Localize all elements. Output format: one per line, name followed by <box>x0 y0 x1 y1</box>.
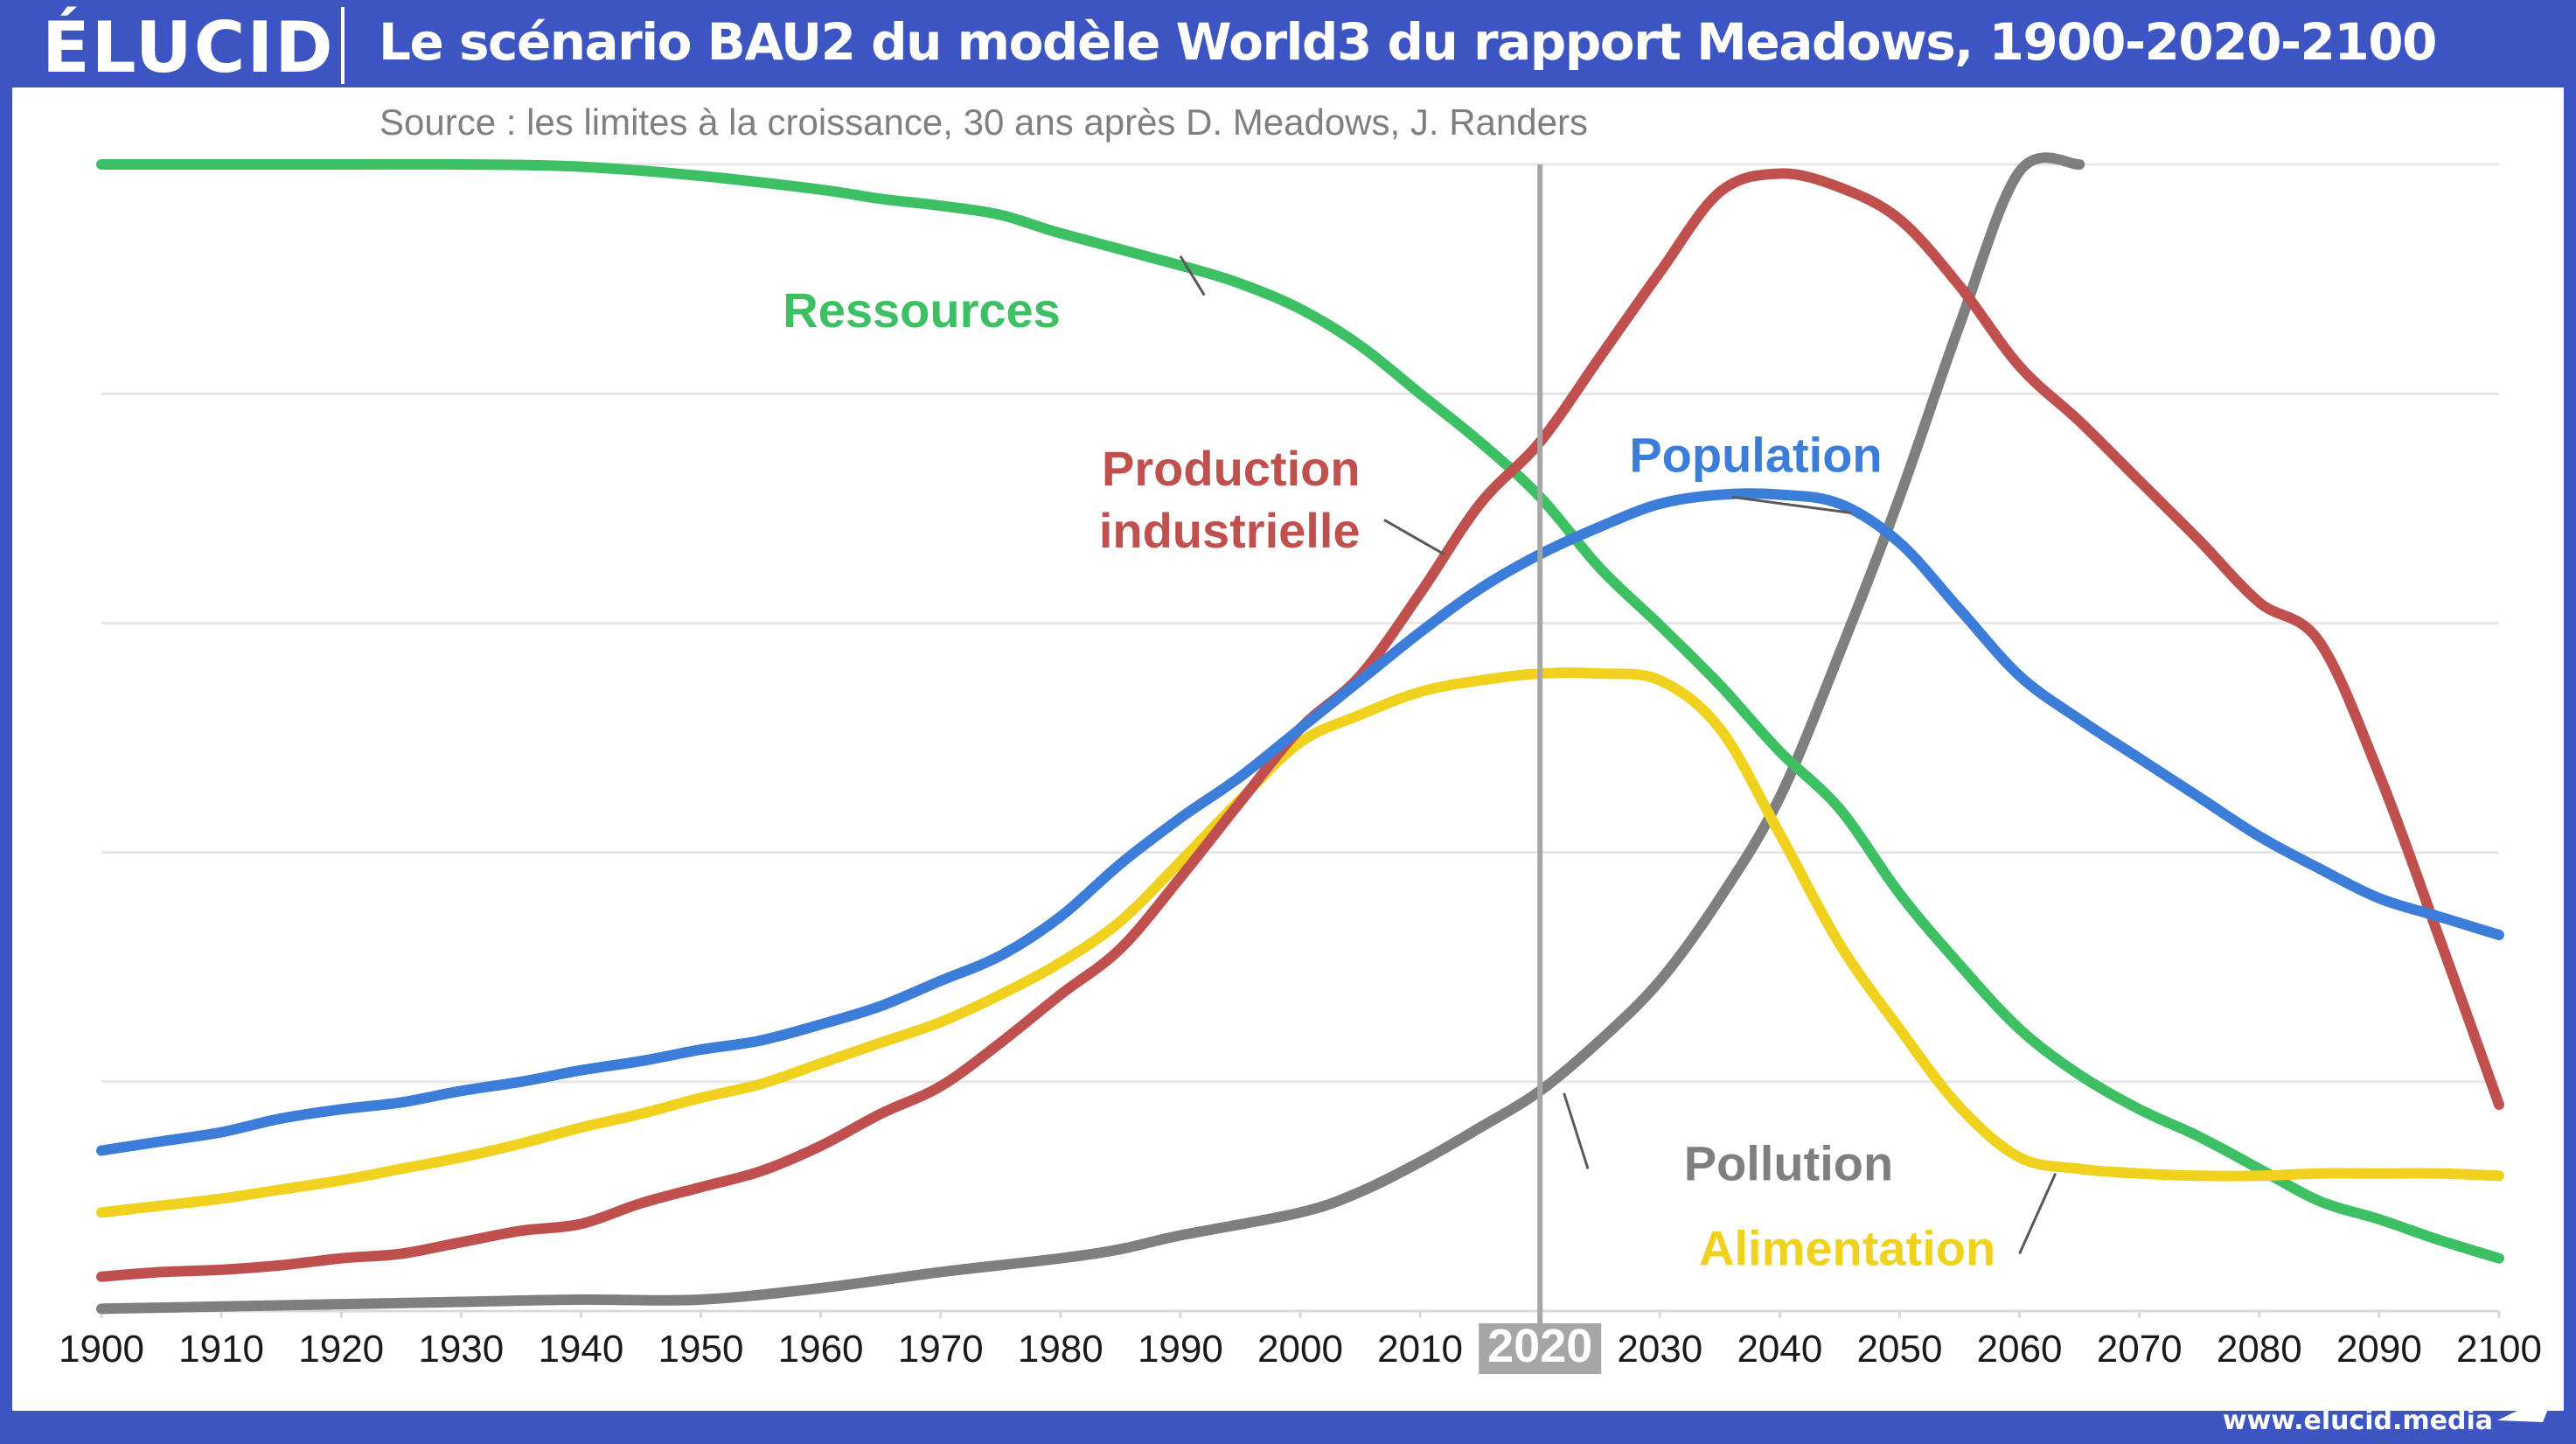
x-tick-label: 1930 <box>418 1328 504 1371</box>
x-tick-label: 2090 <box>2336 1328 2422 1371</box>
series-line-population <box>96 488 2504 1156</box>
x-tick-label: 2050 <box>1857 1328 1943 1371</box>
x-tick-label: 2060 <box>1977 1328 2063 1371</box>
x-tick-label: 2040 <box>1737 1328 1822 1371</box>
x-tick-label: 2080 <box>2217 1328 2302 1371</box>
x-tick-label: 1960 <box>778 1328 864 1371</box>
header-bar: ÉLUCID Le scénario BAU2 du modèle World3… <box>0 0 2576 88</box>
x-tick-label: 1990 <box>1138 1328 1223 1371</box>
x-tick-label: 2010 <box>1377 1328 1463 1371</box>
x-tick-label: 1940 <box>538 1328 623 1371</box>
x-axis-ticks: 1900 1910 1920 1930 1940 1950 1960 1970 1980 1990… <box>59 1311 2542 1374</box>
series-labels: Ressources Production industrielle Populati… <box>783 283 1995 1275</box>
label-leader-line <box>1731 495 1852 515</box>
series-line-pollution <box>96 152 2085 1315</box>
label-leader-line <box>1179 255 1206 296</box>
x-tick-highlight <box>1479 1323 1602 1374</box>
label-leader-line <box>1563 1092 1590 1169</box>
label-leader-line <box>2018 1173 2057 1255</box>
series-lines <box>96 152 2504 1315</box>
grid-lines <box>101 163 2499 1084</box>
series-line-ressources <box>96 158 2504 1264</box>
x-tick-label: 1980 <box>1018 1328 1104 1371</box>
x-tick-label: 2000 <box>1257 1328 1343 1371</box>
line-chart: Source : les limites à la croissance, 30… <box>59 101 2542 1374</box>
chart-panel: Source : les limites à la croissance, 30… <box>12 87 2564 1411</box>
series-label: Pollution <box>1684 1136 1894 1191</box>
series-label: Population <box>1629 427 1882 482</box>
elucid-logo[interactable]: ÉLUCID <box>42 7 335 88</box>
chart-title: Le scénario BAU2 du modèle World3 du rap… <box>379 12 2437 72</box>
x-tick-label: 1950 <box>658 1328 744 1371</box>
x-tick-label: 1970 <box>898 1328 984 1371</box>
arrow-logo-icon <box>2497 1392 2555 1422</box>
label-leaders <box>1179 255 2057 1255</box>
x-tick-label: 2100 <box>2456 1328 2542 1371</box>
x-tick-label: 1910 <box>178 1328 264 1371</box>
series-label: Production <box>1102 441 1361 496</box>
x-tick-label: 2030 <box>1617 1328 1702 1371</box>
label-leader-line <box>1383 519 1445 556</box>
x-tick-label: 2070 <box>2097 1328 2183 1371</box>
series-line-production-industrielle <box>96 168 2504 1282</box>
x-tick-label: 2020 <box>1487 1320 1592 1372</box>
series-line-alimentation <box>96 667 2504 1218</box>
chart-subtitle: Source : les limites à la croissance, 30… <box>379 101 1588 143</box>
footer-url[interactable]: www.elucid.media <box>2222 1406 2493 1436</box>
header-divider <box>341 7 345 84</box>
x-tick-label: 1900 <box>59 1328 144 1371</box>
series-label: industrielle <box>1099 503 1361 558</box>
series-label: Alimentation <box>1699 1221 1995 1276</box>
series-label: Ressources <box>783 283 1061 338</box>
x-tick-label: 1920 <box>298 1328 384 1371</box>
